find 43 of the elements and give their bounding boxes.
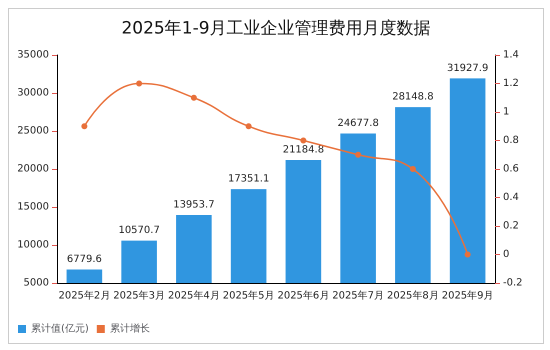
y-tick-label: 5000: [24, 278, 49, 288]
point: [246, 123, 252, 130]
x-tick-label: 2025年6月: [277, 290, 330, 302]
y2-tick-label: 0.4: [503, 192, 519, 203]
y2-tick-label: 1: [503, 106, 510, 118]
point: [136, 80, 142, 86]
y-tick-label: 30000: [17, 88, 49, 98]
data-label: 13953.7: [173, 199, 215, 210]
point: [190, 94, 197, 101]
x-tick-label: 2025年3月: [113, 290, 166, 302]
x-tick-label: 2025年4月: [168, 290, 220, 302]
data-label: 17351.1: [228, 174, 270, 185]
y2-tick-label: 0.2: [503, 220, 519, 232]
data-label: 28148.8: [392, 92, 434, 103]
data-label: 21184.8: [282, 144, 324, 156]
x-tick-label: 2025年8月: [386, 290, 439, 302]
point: [81, 123, 88, 130]
legend-label: 累计值(亿元): [31, 322, 89, 334]
y-tick-label: 10000: [17, 240, 49, 250]
y2-tick-label: 1.2: [503, 78, 519, 89]
legend-label: 累计增长: [110, 322, 150, 334]
point: [410, 166, 416, 172]
y2-tick-label: 0: [503, 249, 510, 260]
x-tick-label: 2025年5月: [222, 290, 275, 302]
x-tick-label: 2025年7月: [332, 290, 384, 302]
chart-title: 2025年1-9月工业企业管理费用月度数据: [121, 18, 431, 38]
data-label: 31927.9: [446, 62, 488, 74]
y2-tick-label: -0.2: [503, 278, 523, 288]
x-tick-label: 2025年9月: [442, 290, 494, 302]
data-label: 24677.8: [337, 118, 379, 129]
y-tick-label: 25000: [17, 126, 49, 136]
data-label: 6779.6: [66, 254, 102, 265]
y2-tick-label: 0.8: [503, 135, 519, 146]
point: [464, 252, 471, 258]
data-label: 10570.7: [118, 225, 160, 236]
point: [300, 138, 306, 144]
x-tick-label: 2025年2月: [58, 290, 110, 302]
y2-tick-label: 0.6: [503, 164, 519, 174]
y-tick-label: 35000: [17, 50, 49, 60]
y-tick-label: 15000: [17, 202, 49, 212]
y-tick-label: 20000: [17, 164, 49, 174]
point: [355, 152, 362, 158]
y2-tick-label: 1.4: [503, 50, 519, 60]
